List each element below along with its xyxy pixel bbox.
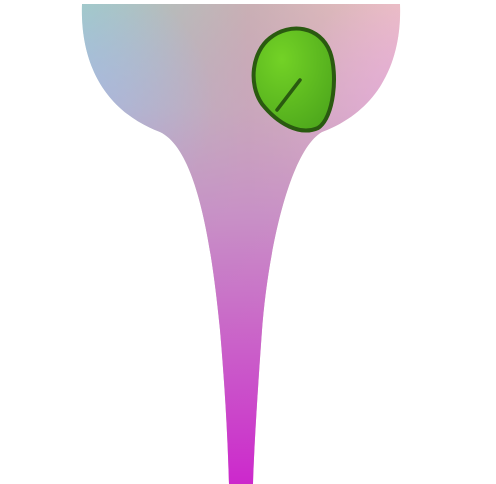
leaf-vein — [275, 78, 302, 112]
green-leaf[interactable] — [251, 26, 336, 133]
